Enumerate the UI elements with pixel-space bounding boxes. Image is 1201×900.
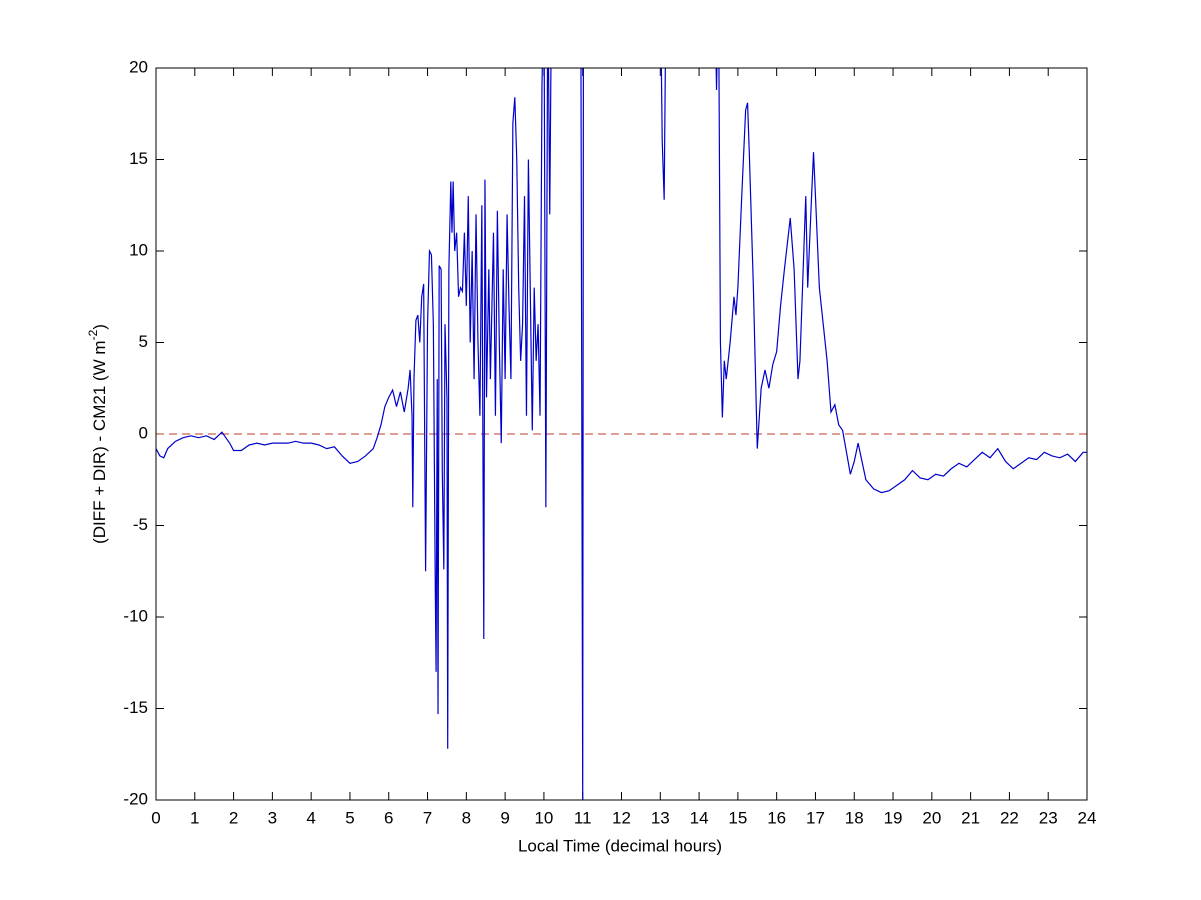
x-tick-label: 12	[612, 808, 631, 827]
x-tick-label: 16	[767, 808, 786, 827]
y-axis-label: (DIFF + DIR) - CM21 (W m-2)	[86, 324, 109, 544]
y-tick-label: -20	[123, 789, 148, 808]
x-tick-label: 3	[268, 808, 277, 827]
x-tick-label: 4	[306, 808, 315, 827]
y-tick-label: 20	[129, 57, 148, 76]
plot-area	[156, 68, 1087, 800]
y-tick-label: -5	[133, 515, 148, 534]
x-tick-label: 17	[806, 808, 825, 827]
x-tick-label: 2	[229, 808, 238, 827]
x-tick-label: 22	[1000, 808, 1019, 827]
x-tick-label: 5	[345, 808, 354, 827]
x-tick-label: 1	[190, 808, 199, 827]
x-tick-label: 8	[462, 808, 471, 827]
y-axis-label-text: (DIFF + DIR) - CM21 (W m	[90, 340, 109, 544]
x-tick-label: 9	[500, 808, 509, 827]
x-tick-label: 24	[1078, 808, 1097, 827]
x-tick-label: 15	[728, 808, 747, 827]
y-tick-label: 15	[129, 149, 148, 168]
x-tick-label: 0	[151, 808, 160, 827]
x-tick-label: 10	[534, 808, 553, 827]
y-tick-label: -10	[123, 606, 148, 625]
y-tick-label: -15	[123, 698, 148, 717]
y-axis-label-suffix: )	[90, 324, 109, 330]
x-tick-label: 20	[922, 808, 941, 827]
y-tick-label: 0	[139, 423, 148, 442]
data-line	[156, 68, 1087, 800]
y-axis-label-superscript: -2	[86, 329, 100, 340]
x-tick-label: 14	[690, 808, 709, 827]
x-tick-label: 11	[574, 808, 592, 827]
x-tick-label: 18	[845, 808, 864, 827]
x-tick-label: 6	[384, 808, 393, 827]
x-tick-label: 21	[961, 808, 980, 827]
y-tick-label: 5	[139, 332, 148, 351]
axes-box	[155, 67, 1088, 801]
x-tick-label: 19	[884, 808, 903, 827]
x-tick-label: 7	[423, 808, 432, 827]
x-tick-label: 13	[651, 808, 670, 827]
x-axis-label: Local Time (decimal hours)	[518, 836, 722, 855]
x-tick-label: 23	[1039, 808, 1058, 827]
y-tick-label: 10	[129, 240, 148, 259]
